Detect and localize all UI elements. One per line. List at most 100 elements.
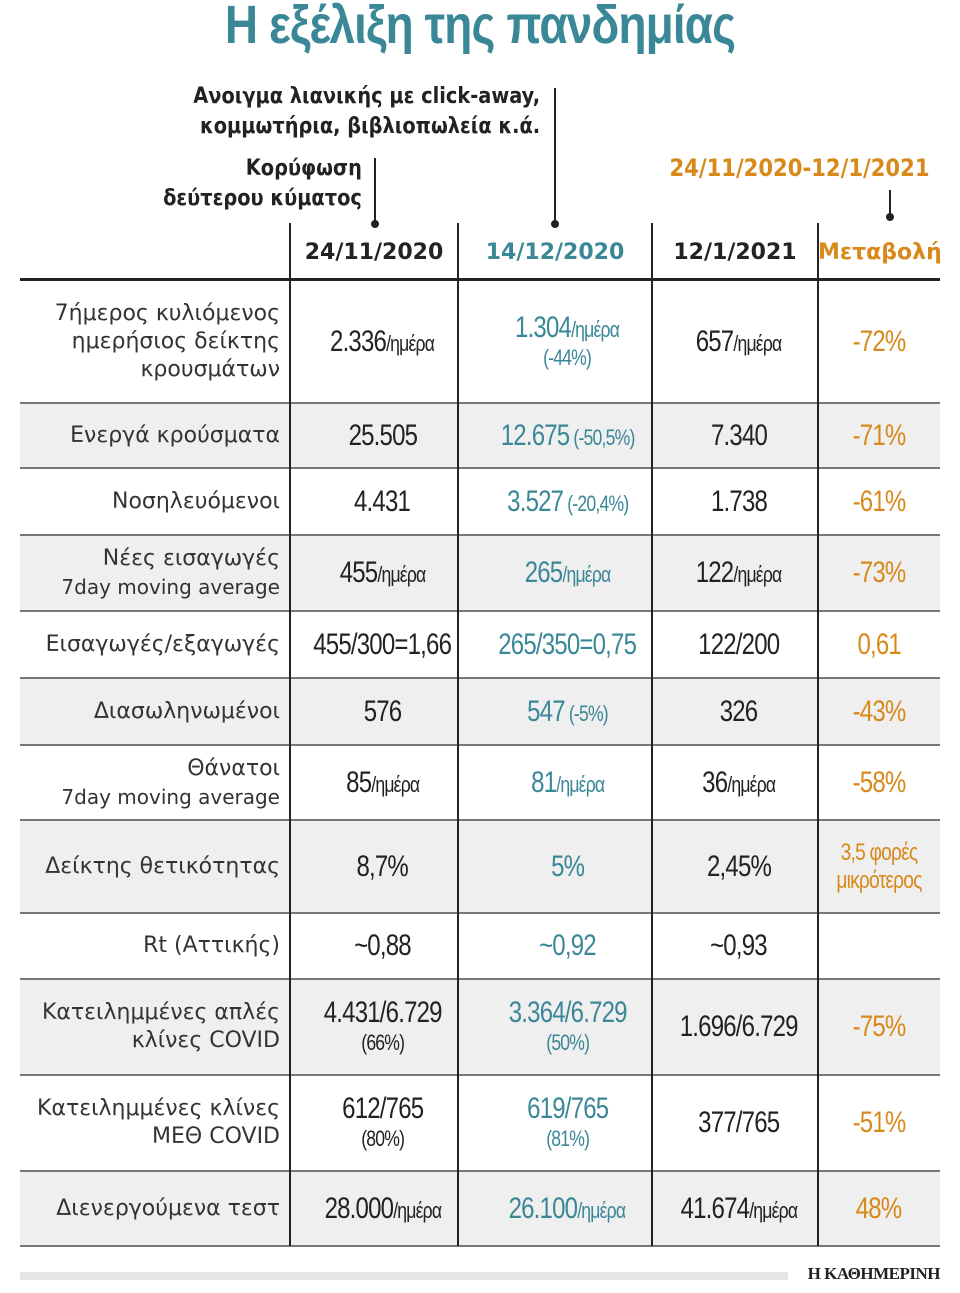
row-label-line: Νέες εισαγωγές [102, 546, 280, 571]
value-main: 5% [550, 849, 585, 883]
change-cell: 3,5 φορές μικρότερος [818, 820, 940, 914]
value-unit: /ημέρα [392, 1197, 442, 1223]
row-label-line: Rt (Αττικής) [143, 933, 280, 958]
table-row: Κατειλημμένες κλίνες ΜΕΘ COVID 612/765 (80%… [20, 1075, 940, 1172]
period-range: 24/11/2020-12/1/2021 [669, 154, 930, 182]
value-unit: /ημέρα [727, 771, 776, 797]
column-divider [817, 223, 819, 1246]
value-cell: 41.674/ημέρα [659, 1171, 818, 1247]
change-cell: -73% [818, 535, 940, 612]
row-label-line: ημερήσιος δείκτης [71, 328, 280, 354]
value-cell: 265/350=0,75 [474, 611, 660, 679]
value-cell: 4.431/6.729 (66%) [290, 979, 475, 1076]
annotation-line: δεύτερου κύματος [163, 186, 362, 211]
value-main: 28.000 [324, 1191, 393, 1225]
value-cell: 2.336/ημέρα [290, 281, 475, 404]
value-main: 26.100 [508, 1191, 578, 1225]
header-rule [20, 278, 940, 281]
change-value: -72% [852, 324, 907, 358]
value-unit: /ημέρα [577, 1197, 627, 1223]
change-value: -51% [852, 1106, 907, 1139]
peak-dot [371, 220, 379, 228]
value-main: 25.505 [348, 418, 417, 452]
value-cell: 122/200 [659, 611, 818, 679]
table-row: Διενεργούμενα τεστ 28.000/ημέρα 26.100/ημέ… [20, 1171, 940, 1247]
row-label-line: 7day moving average [61, 575, 280, 599]
value-cell: 25.505 [290, 403, 475, 469]
value-cell: 576 [290, 678, 475, 746]
table-row: Διασωληνωμένοι 576 547 (-5%) 326 -43% [20, 678, 940, 746]
change-value: -61% [852, 484, 907, 518]
row-label-line: Ενεργά κρούσματα [70, 422, 280, 448]
value-cell: 36/ημέρα [659, 745, 818, 821]
change-value: -73% [852, 556, 907, 589]
table-row: Κατειλημμένες απλές κλίνες COVID 4.431/6.7… [20, 979, 940, 1076]
reopening-annotation: Ανοιγμα λιανικής με click-away, κομμωτήρ… [193, 82, 540, 142]
table-row: Ενεργά κρούσματα 25.505 12.675 (-50,5%) 7.3… [20, 403, 940, 469]
value-unit: /ημέρα [555, 771, 605, 797]
row-label-line: κρουσμάτων [140, 356, 280, 382]
annotation-line: κομμωτήρια, βιβλιοπωλεία κ.ά. [199, 114, 540, 139]
value-unit: /ημέρα [733, 562, 783, 587]
value-cell: ~0,93 [659, 913, 818, 980]
value-cell: 1.738 [659, 468, 818, 536]
table-row: Θάνατοι 7day moving average 85/ημέρα 81/ημέ… [20, 745, 940, 821]
value-cell: 265/ημέρα [474, 535, 660, 612]
value-unit: /ημέρα [386, 330, 435, 356]
range-dot [886, 213, 894, 221]
value-cell: 455/ημέρα [290, 535, 475, 612]
row-label-line: κλίνες COVID [131, 1028, 280, 1053]
peak-pointer [374, 158, 376, 224]
range-pointer [889, 190, 891, 216]
row-label-line: Δείκτης θετικότητας [45, 853, 280, 879]
value-cell: 377/765 [659, 1075, 818, 1172]
data-table: 7ήμερος κυλιόμενος ημερήσιος δείκτης κρουσ… [20, 281, 940, 1247]
value-main: 12.675 [500, 418, 570, 452]
value-unit: (-20,4%) [562, 490, 629, 516]
row-label: Νοσηλευόμενοι [20, 468, 290, 536]
value-cell: 3.364/6.729 (50%) [474, 979, 660, 1076]
row-label-line: Θάνατοι [187, 755, 280, 781]
change-cell: -51% [818, 1075, 940, 1172]
value-cell: 619/765 (81%) [474, 1075, 660, 1172]
value-cell: 455/300=1,66 [290, 611, 475, 679]
value-cell: 326 [659, 678, 818, 746]
header-date-2: 14/12/2020 [485, 240, 625, 265]
value-unit: /ημέρα [562, 562, 611, 587]
value-main: 3.527 [506, 484, 564, 518]
column-divider [457, 223, 459, 1246]
value-main: 1.304 [515, 310, 572, 344]
row-label-line: 7ήμερος κυλιόμενος [54, 300, 280, 326]
value-main: 377/765 [698, 1106, 780, 1139]
change-cell: -71% [818, 403, 940, 469]
row-label: Νέες εισαγωγές 7day moving average [20, 535, 290, 612]
change-cell [818, 913, 940, 980]
value-cell: 122/ημέρα [659, 535, 818, 612]
table-row: Εισαγωγές/εξαγωγές 455/300=1,66 265/350=0,… [20, 611, 940, 679]
value-main: 36 [702, 765, 728, 799]
value-main: 85 [345, 765, 372, 799]
value-main: 81 [530, 765, 557, 799]
value-main: 455/300=1,66 [313, 627, 453, 661]
header-date-3: 12/1/2021 [673, 240, 797, 265]
value-unit: /ημέρα [571, 316, 620, 342]
value-main: 265/350=0,75 [498, 627, 637, 661]
value-unit: /ημέρα [377, 562, 426, 587]
row-label-line: Κατειλημμένες κλίνες [37, 1096, 280, 1121]
value-main: 2,45% [706, 849, 772, 883]
value-cell: ~0,92 [474, 913, 660, 980]
value-main: 7.340 [710, 418, 768, 452]
value-main: 455 [339, 556, 378, 589]
value-main: 8,7% [356, 849, 409, 883]
row-label: Δείκτης θετικότητας [20, 820, 290, 914]
value-cell: 7.340 [659, 403, 818, 469]
table-row: Νοσηλευόμενοι 4.431 3.527 (-20,4%) 1.738 -61… [20, 468, 940, 536]
value-unit: /ημέρα [370, 771, 420, 797]
value-sub: (80%) [360, 1126, 405, 1151]
value-unit: (-5%) [564, 700, 609, 726]
value-sub: (66%) [360, 1030, 405, 1055]
change-cell: 48% [818, 1171, 940, 1247]
change-value: 0,61 [857, 627, 901, 661]
value-cell: 26.100/ημέρα [474, 1171, 660, 1247]
change-value: -71% [852, 418, 907, 452]
